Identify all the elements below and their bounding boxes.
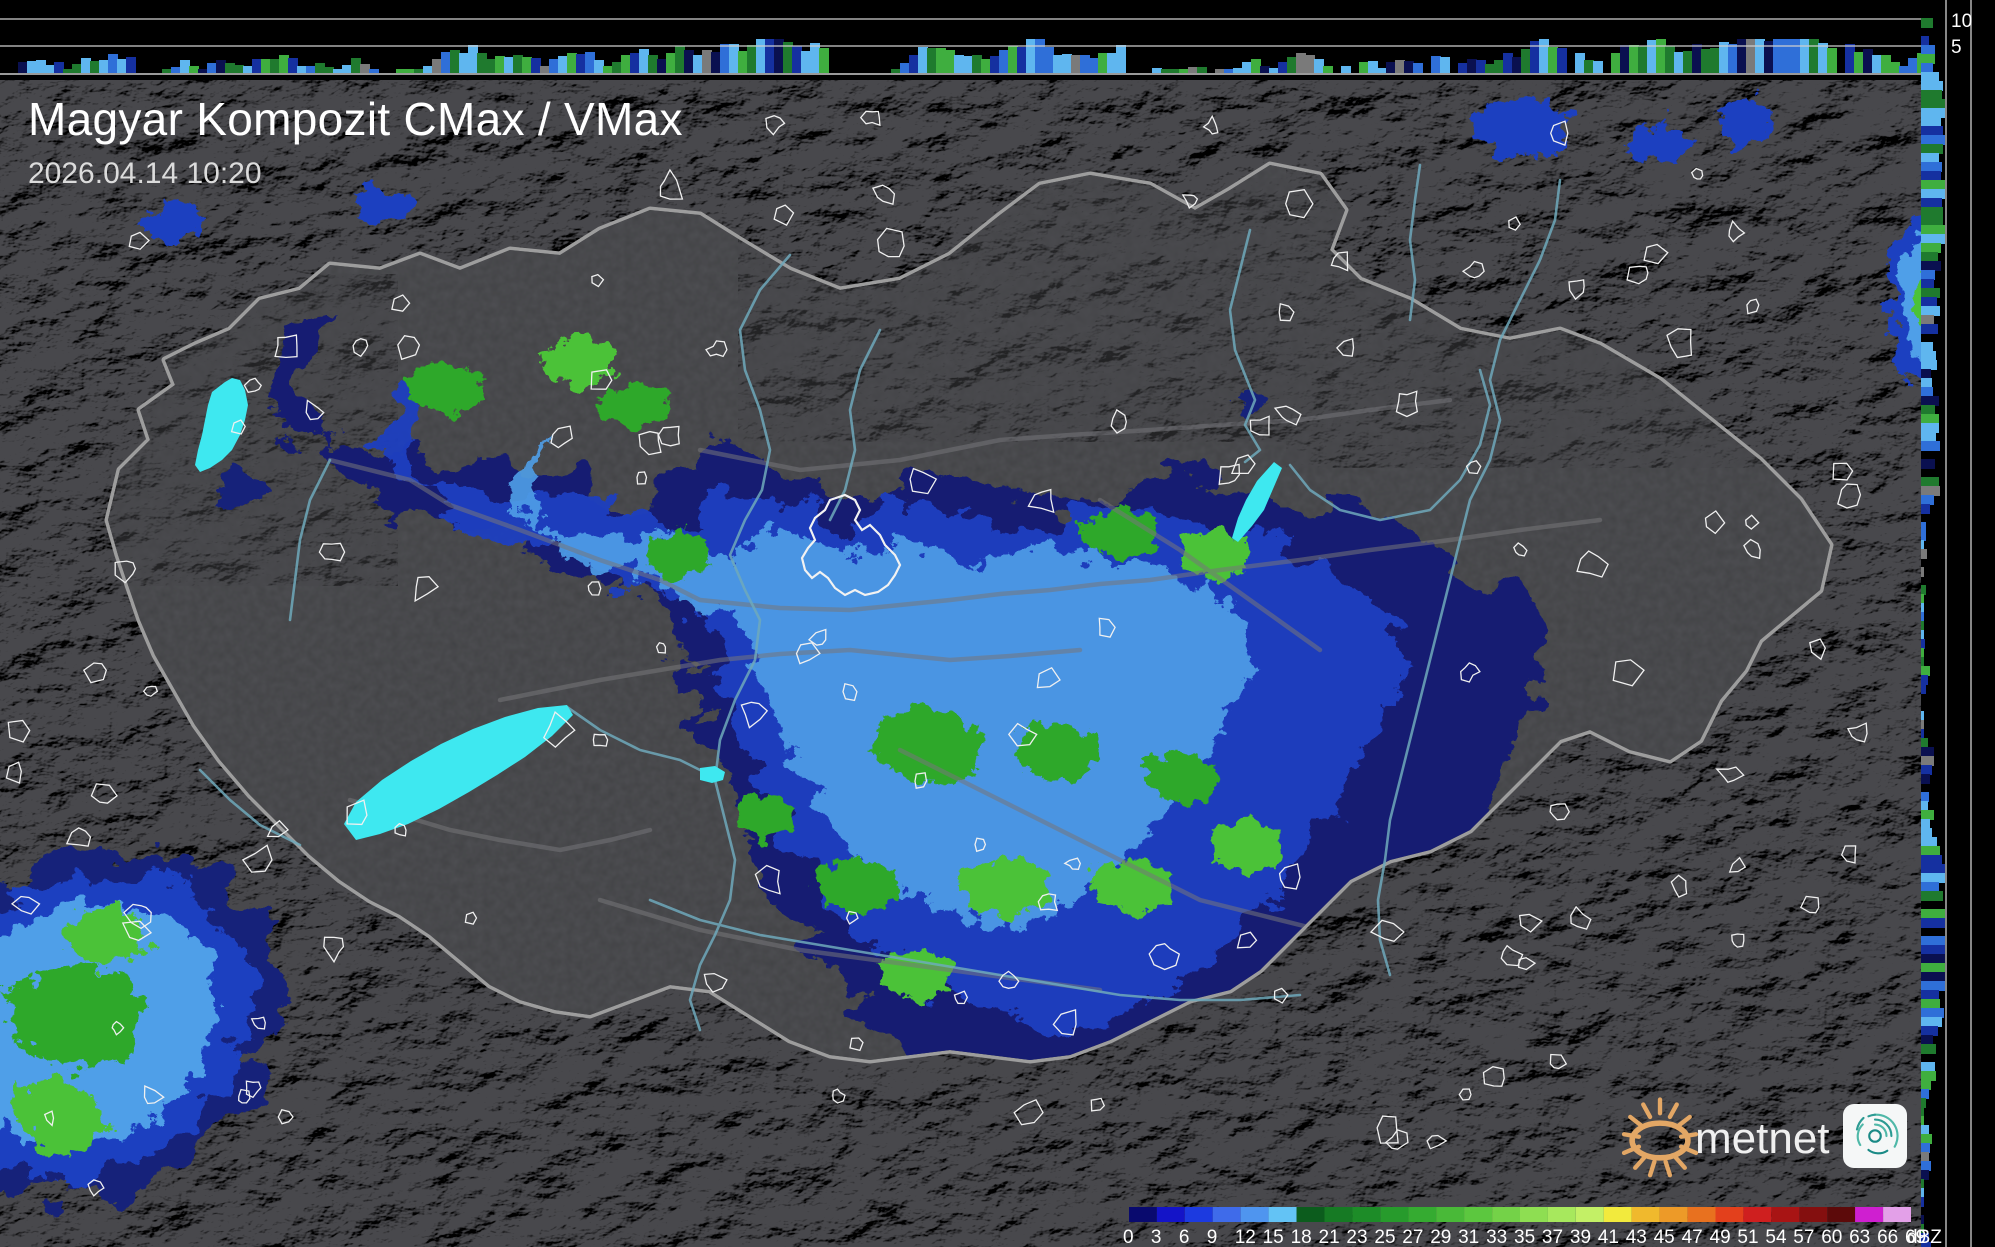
svg-text:21: 21 <box>1319 1227 1340 1247</box>
svg-text:25: 25 <box>1374 1227 1395 1247</box>
svg-text:57: 57 <box>1793 1227 1814 1247</box>
svg-text:66: 66 <box>1877 1227 1898 1247</box>
svg-text:18: 18 <box>1291 1227 1312 1247</box>
svg-text:60: 60 <box>1821 1227 1842 1247</box>
svg-text:41: 41 <box>1598 1227 1619 1247</box>
svg-text:37: 37 <box>1542 1227 1563 1247</box>
svg-text:27: 27 <box>1402 1227 1423 1247</box>
svg-text:33: 33 <box>1486 1227 1507 1247</box>
svg-text:47: 47 <box>1682 1227 1703 1247</box>
svg-text:dBZ: dBZ <box>1907 1227 1942 1247</box>
svg-text:39: 39 <box>1570 1227 1591 1247</box>
svg-text:35: 35 <box>1514 1227 1535 1247</box>
svg-text:31: 31 <box>1458 1227 1479 1247</box>
svg-text:43: 43 <box>1626 1227 1647 1247</box>
svg-text:15: 15 <box>1263 1227 1284 1247</box>
svg-text:63: 63 <box>1849 1227 1870 1247</box>
svg-text:6: 6 <box>1179 1227 1190 1247</box>
svg-text:3: 3 <box>1151 1227 1162 1247</box>
svg-text:0: 0 <box>1123 1227 1134 1247</box>
svg-text:51: 51 <box>1737 1227 1758 1247</box>
svg-text:45: 45 <box>1654 1227 1675 1247</box>
svg-text:12: 12 <box>1235 1227 1256 1247</box>
svg-text:29: 29 <box>1430 1227 1451 1247</box>
svg-text:49: 49 <box>1710 1227 1731 1247</box>
svg-text:23: 23 <box>1346 1227 1367 1247</box>
svg-text:54: 54 <box>1765 1227 1787 1247</box>
svg-text:9: 9 <box>1207 1227 1218 1247</box>
